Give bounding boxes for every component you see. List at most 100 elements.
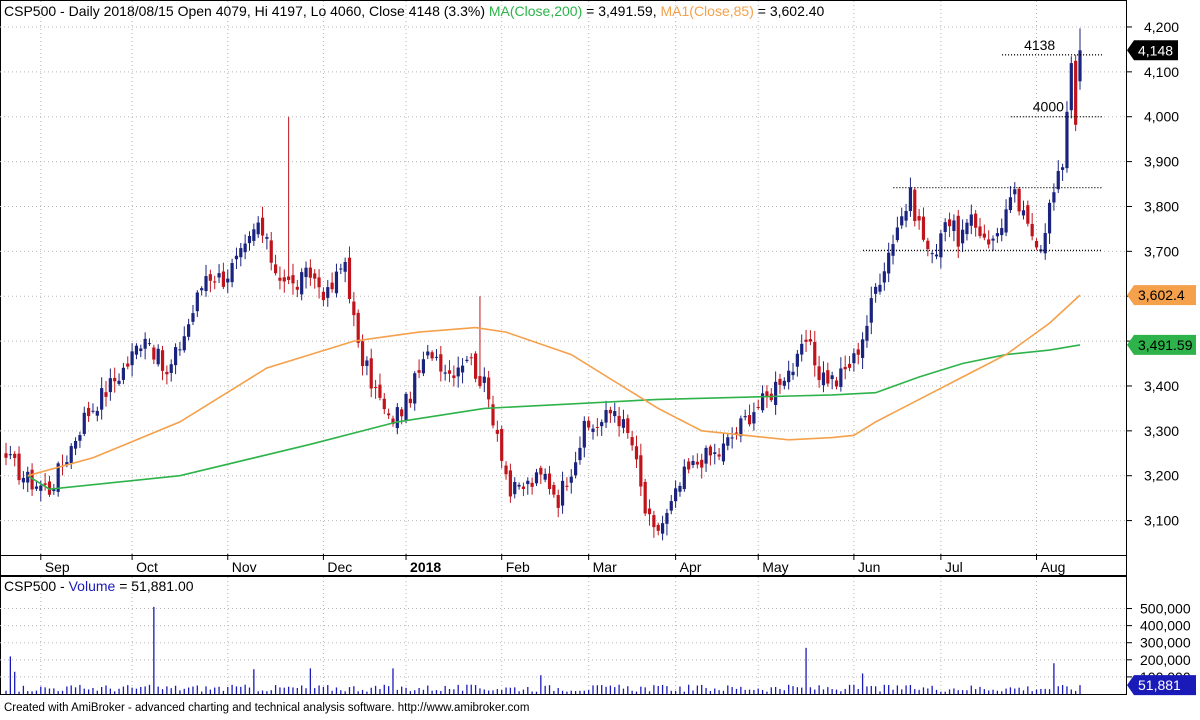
candle bbox=[300, 268, 304, 301]
candle-body bbox=[447, 370, 452, 374]
candle-body bbox=[256, 222, 260, 235]
candle-body bbox=[465, 359, 469, 361]
candle bbox=[352, 292, 356, 327]
candle bbox=[395, 403, 399, 435]
volume-tick-label: 200,000 bbox=[1140, 652, 1191, 668]
candle bbox=[221, 262, 226, 290]
candle-body bbox=[17, 453, 21, 481]
candle-body bbox=[8, 454, 12, 456]
candle-body bbox=[978, 226, 982, 236]
candle bbox=[591, 424, 595, 440]
candle bbox=[439, 345, 443, 382]
price-axis-ticks: 3,1003,2003,3003,4003,5003,6003,7003,800… bbox=[1127, 19, 1179, 529]
candle-body bbox=[517, 484, 521, 487]
candle bbox=[213, 275, 217, 290]
candle bbox=[982, 224, 986, 241]
candle-body bbox=[865, 325, 869, 341]
candle-body bbox=[960, 229, 965, 244]
candle bbox=[713, 443, 717, 465]
candle-body bbox=[595, 426, 599, 428]
candle-body bbox=[156, 348, 160, 365]
candle bbox=[582, 416, 586, 458]
candle bbox=[252, 223, 256, 246]
candle-body bbox=[352, 301, 356, 316]
candle-body bbox=[321, 291, 326, 301]
candle bbox=[621, 409, 626, 434]
candle-body bbox=[774, 381, 778, 405]
candle bbox=[356, 309, 360, 348]
candle bbox=[682, 459, 686, 492]
candle bbox=[991, 235, 995, 252]
candle bbox=[1008, 186, 1013, 214]
last-close-badge-label: 4,148 bbox=[1138, 42, 1173, 58]
candle-body bbox=[895, 227, 899, 241]
candle-body bbox=[369, 358, 373, 389]
candle bbox=[282, 269, 286, 293]
candle bbox=[378, 373, 382, 401]
candle-body bbox=[534, 472, 539, 484]
candle bbox=[1026, 200, 1030, 227]
candle bbox=[700, 453, 704, 479]
volume-tick-label: 500,000 bbox=[1140, 601, 1191, 617]
candle bbox=[608, 406, 612, 423]
candle bbox=[382, 393, 386, 415]
candle-body bbox=[239, 248, 243, 258]
candle bbox=[521, 482, 526, 497]
candle-body bbox=[1021, 210, 1026, 216]
candle-body bbox=[243, 243, 247, 253]
ma85-badge-label: 3,602.4 bbox=[1138, 287, 1185, 303]
candle-body bbox=[230, 263, 234, 283]
price-pane-border bbox=[0, 0, 1127, 576]
candle bbox=[204, 264, 208, 297]
candle-body bbox=[839, 368, 843, 387]
candle bbox=[539, 465, 543, 484]
candle bbox=[752, 402, 756, 431]
candle-body bbox=[526, 480, 530, 485]
candle bbox=[100, 377, 104, 420]
candle-body bbox=[265, 237, 269, 239]
x-tick-label: 2018 bbox=[410, 559, 441, 575]
candle bbox=[939, 230, 943, 269]
candle-body bbox=[130, 351, 134, 366]
candle bbox=[769, 388, 773, 403]
candle-body bbox=[347, 257, 352, 300]
candle bbox=[330, 272, 334, 293]
candle bbox=[243, 234, 247, 260]
candle-body bbox=[952, 220, 956, 232]
candle bbox=[604, 400, 608, 428]
candle bbox=[191, 304, 195, 326]
candle bbox=[721, 433, 726, 465]
candle bbox=[156, 344, 160, 367]
candle-body bbox=[843, 366, 847, 370]
candle-body bbox=[700, 459, 704, 468]
candle bbox=[317, 269, 321, 299]
candle bbox=[969, 204, 973, 235]
candle bbox=[778, 373, 782, 394]
candle-body bbox=[678, 485, 682, 492]
candle-body bbox=[965, 222, 969, 235]
candle bbox=[187, 318, 191, 341]
candle bbox=[234, 247, 239, 270]
volume-last-badge-shape bbox=[1127, 675, 1196, 696]
candle-body bbox=[291, 275, 295, 284]
candle-body bbox=[1061, 167, 1065, 170]
volume-grid bbox=[0, 577, 1127, 694]
candle-body bbox=[1004, 209, 1008, 233]
candle-body bbox=[756, 406, 760, 408]
candle bbox=[387, 408, 391, 420]
candle bbox=[947, 212, 952, 238]
x-axis-ticks: Sep Oct Nov Dec 2018 Feb Mar Apr May Jun Jul Aug bbox=[40, 554, 1065, 575]
candle-body bbox=[647, 508, 652, 515]
candle-body bbox=[117, 380, 121, 384]
candle-body bbox=[300, 272, 304, 295]
candle bbox=[960, 219, 965, 253]
footer-credit: Created with AmiBroker - advanced charti… bbox=[4, 702, 529, 714]
candle-body bbox=[334, 271, 339, 294]
candle bbox=[178, 341, 182, 356]
candle bbox=[247, 231, 252, 251]
candle-body bbox=[900, 216, 904, 226]
candle-body bbox=[739, 418, 743, 437]
candle bbox=[517, 482, 521, 490]
candle bbox=[660, 515, 665, 541]
